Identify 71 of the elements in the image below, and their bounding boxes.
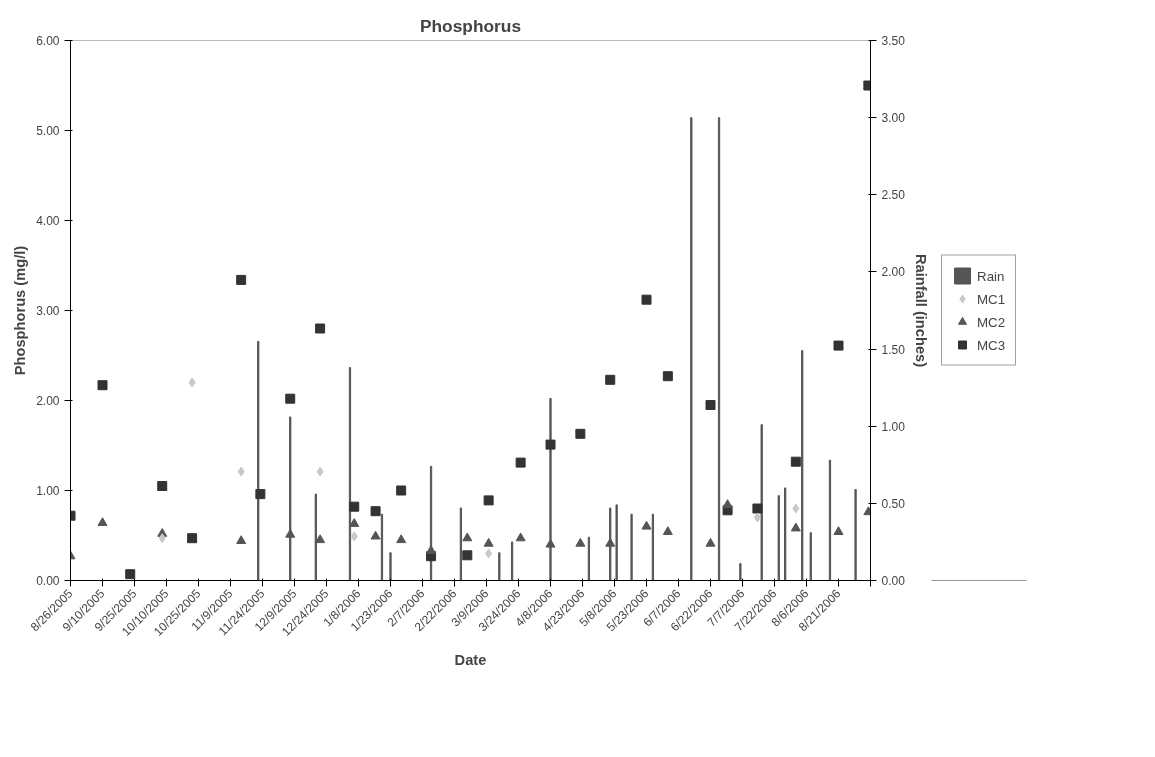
point bbox=[188, 377, 196, 388]
point bbox=[833, 340, 844, 351]
point bbox=[97, 517, 108, 526]
y2-tick-label: 1.50 bbox=[881, 342, 906, 357]
point bbox=[236, 535, 247, 544]
point bbox=[662, 526, 673, 535]
point bbox=[753, 512, 761, 523]
point bbox=[370, 530, 381, 540]
y2-tick-label: 3.50 bbox=[881, 34, 906, 48]
point bbox=[315, 534, 326, 544]
point bbox=[515, 532, 526, 542]
chart-title: Phosphorus bbox=[419, 15, 522, 36]
y2-tick-label: 0.50 bbox=[881, 496, 906, 511]
point bbox=[752, 503, 763, 514]
point bbox=[462, 532, 473, 542]
y-tick-label: 5.00 bbox=[36, 124, 60, 138]
point bbox=[187, 533, 198, 544]
point bbox=[462, 550, 473, 561]
point bbox=[722, 499, 733, 508]
point bbox=[605, 374, 616, 385]
point bbox=[396, 534, 407, 544]
point bbox=[515, 457, 526, 468]
y-tick-label: 0.00 bbox=[36, 574, 60, 588]
y-tick-label: 2.00 bbox=[36, 394, 60, 408]
point bbox=[792, 503, 800, 514]
y2-tick-label: 2.50 bbox=[881, 188, 906, 203]
point bbox=[237, 466, 245, 477]
point bbox=[575, 537, 586, 547]
y-tick-label: 3.00 bbox=[36, 304, 60, 318]
point bbox=[705, 537, 716, 547]
y2-tick-label: 1.00 bbox=[881, 419, 906, 434]
point bbox=[125, 569, 136, 580]
y-tick-label: 1.00 bbox=[36, 484, 60, 498]
point bbox=[575, 428, 586, 439]
point bbox=[396, 485, 407, 496]
point bbox=[157, 481, 168, 491]
point bbox=[705, 400, 716, 410]
point bbox=[349, 501, 360, 512]
point bbox=[370, 506, 381, 517]
point bbox=[158, 533, 166, 544]
point bbox=[833, 526, 844, 535]
point bbox=[483, 537, 494, 547]
point bbox=[349, 518, 360, 527]
point bbox=[255, 489, 266, 500]
point bbox=[483, 495, 494, 506]
point bbox=[485, 548, 493, 559]
point bbox=[315, 323, 326, 334]
legend-label: Rain bbox=[977, 268, 1005, 283]
point bbox=[316, 466, 324, 477]
y2-tick-label: 3.00 bbox=[881, 111, 906, 126]
legend-label: MC1 bbox=[977, 291, 1006, 306]
y-tick-label: 6.00 bbox=[36, 34, 60, 48]
point bbox=[662, 371, 673, 382]
point bbox=[790, 522, 801, 532]
legend-label: MC3 bbox=[977, 337, 1006, 352]
x-axis-title: Date bbox=[454, 651, 487, 668]
point bbox=[285, 393, 296, 404]
y-axis-title: Phosphorus (mg/l) bbox=[12, 245, 29, 376]
point bbox=[641, 294, 652, 305]
y-tick-label: 4.00 bbox=[36, 214, 60, 228]
point bbox=[426, 545, 437, 554]
y2-tick-label: 2.00 bbox=[881, 265, 906, 280]
point bbox=[350, 531, 358, 542]
point bbox=[641, 520, 652, 530]
point bbox=[97, 380, 108, 391]
point bbox=[236, 274, 247, 285]
y2-tick-label: 0.00 bbox=[881, 574, 906, 588]
legend-label: MC2 bbox=[977, 314, 1006, 329]
point bbox=[790, 456, 801, 467]
point bbox=[545, 439, 556, 450]
y2-axis-title: Rainfall (inches) bbox=[912, 253, 929, 368]
